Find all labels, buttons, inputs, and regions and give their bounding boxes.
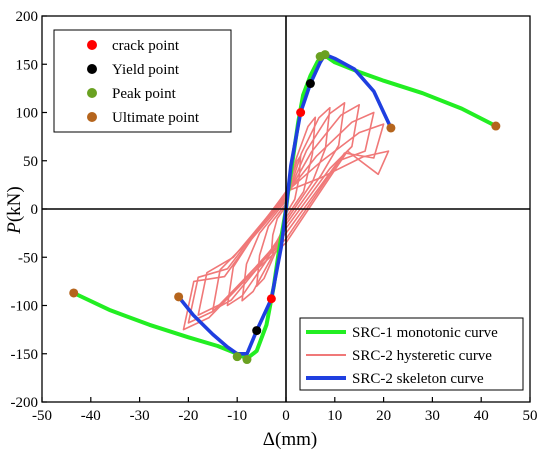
y-tick-label: 200 xyxy=(16,9,39,25)
point-legend-swatch xyxy=(87,88,97,98)
x-tick-label: 10 xyxy=(327,408,342,424)
y-tick-label: -200 xyxy=(11,395,39,411)
x-tick-label: -30 xyxy=(130,408,150,424)
point-legend-label: Ultimate point xyxy=(112,110,200,126)
y-axis-title-unit: (kN) xyxy=(4,186,25,222)
zero-lines xyxy=(42,16,530,402)
point-legend-swatch xyxy=(87,40,97,50)
y-tick-label: 50 xyxy=(23,154,38,170)
line-legend: SRC-1 monotonic curve SRC-2 hysteretic cu… xyxy=(299,317,524,391)
x-tick-label: 50 xyxy=(523,408,538,424)
y-tick-label: -150 xyxy=(11,347,39,363)
x-tick-label: -50 xyxy=(32,408,52,424)
line-legend-label: SRC-2 hysteretic curve xyxy=(352,348,492,364)
x-tick-label: 0 xyxy=(282,408,290,424)
x-tick-label: 30 xyxy=(425,408,440,424)
peak-point-marker xyxy=(232,352,242,362)
x-tick-label: 20 xyxy=(376,408,391,424)
point-legend: crack point Yield point Peak point Ultimate… xyxy=(53,29,232,133)
y-tick-label: 150 xyxy=(16,57,39,73)
ultimate-point-marker xyxy=(174,292,184,302)
point-legend-label: crack point xyxy=(112,38,180,54)
y-tick-label: 100 xyxy=(16,106,39,122)
peak-point-marker xyxy=(320,50,330,60)
peak-point-marker xyxy=(242,355,252,365)
point-legend-swatch xyxy=(87,112,97,122)
crack-point-marker xyxy=(296,108,306,117)
ultimate-point-marker xyxy=(491,121,501,131)
x-tick-label: -40 xyxy=(81,408,101,424)
crack-point-marker xyxy=(266,294,276,304)
line-legend-label: SRC-2 skeleton curve xyxy=(352,371,484,387)
point-legend-label: Yield point xyxy=(112,62,180,78)
x-tick-label: -20 xyxy=(178,408,198,424)
point-legend-label: Peak point xyxy=(112,86,177,102)
y-tick-label: -100 xyxy=(11,299,39,315)
y-tick-label: -50 xyxy=(18,250,38,266)
y-axis-title: P(kN) xyxy=(4,186,25,235)
y-tick-label: 0 xyxy=(31,202,39,218)
y-axis-title-symbol: P xyxy=(4,222,25,235)
x-tick-label: -10 xyxy=(227,408,247,424)
x-tick-label: 40 xyxy=(474,408,489,424)
yield-point-marker xyxy=(252,326,262,336)
point-legend-box xyxy=(53,29,232,133)
ultimate-point-marker xyxy=(386,123,396,133)
ultimate-point-marker xyxy=(69,288,79,298)
line-legend-label: SRC-1 monotonic curve xyxy=(352,325,498,341)
ticks-layer: -50 -40 -30 -20 -10 0 10 20 30 40 50-200-150-100-5… xyxy=(11,9,538,424)
yield-point-marker xyxy=(305,79,315,89)
point-legend-swatch xyxy=(87,64,97,74)
x-axis-title: Δ(mm) xyxy=(263,429,317,450)
markers-layer xyxy=(69,50,501,365)
